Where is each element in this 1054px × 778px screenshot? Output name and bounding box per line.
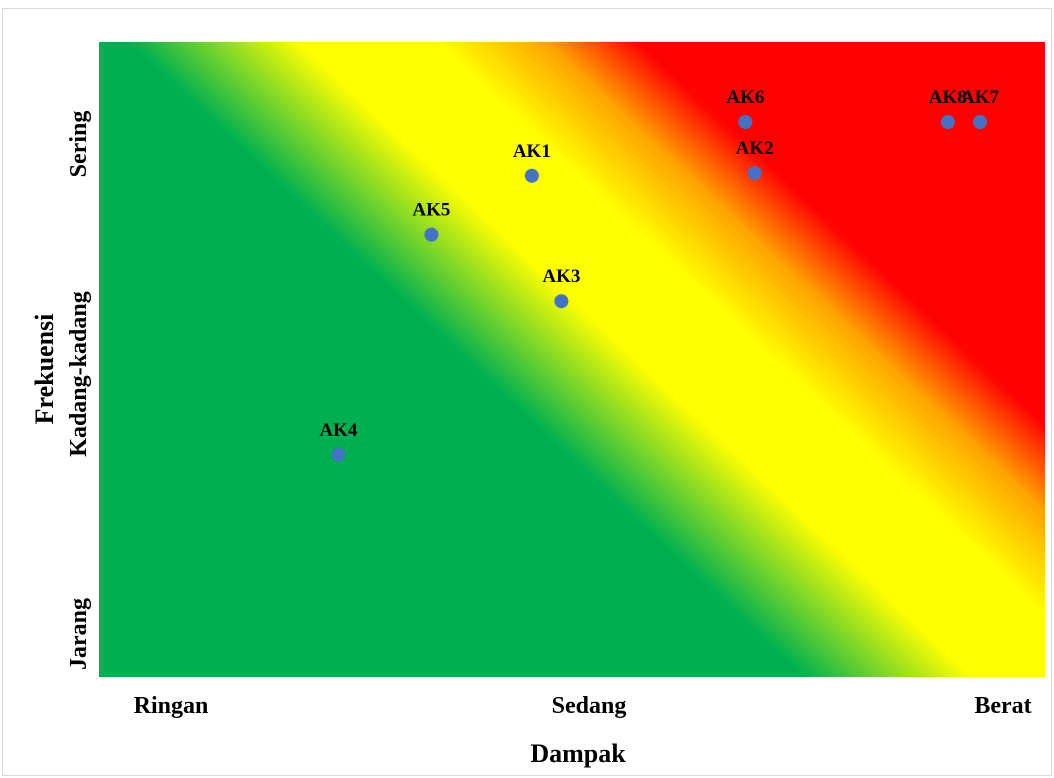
x-tick-label-berat: Berat: [974, 693, 1031, 719]
y-tick-label-sering: Sering: [66, 111, 92, 178]
data-label-ak3: AK3: [542, 266, 580, 287]
data-point-ak7: [973, 115, 987, 129]
x-tick-label-ringan: Ringan: [134, 693, 209, 719]
data-label-ak8: AK8: [929, 87, 967, 108]
y-tick-label-jarang: Jarang: [66, 598, 92, 670]
plot-area: [99, 42, 1045, 677]
y-axis-title: Frekuensi: [30, 314, 59, 425]
data-point-ak1: [524, 168, 539, 183]
data-point-ak8: [940, 115, 955, 129]
chart-frame: AK1 AK2 AK3 AK4 AK5 AK6 AK8 AK7 Ringan Sedang B…: [2, 8, 1052, 776]
data-label-ak1: AK1: [513, 141, 551, 162]
x-axis-title: Dampak: [530, 739, 626, 768]
data-label-ak2: AK2: [736, 138, 774, 159]
data-point-ak6: [738, 115, 753, 129]
y-tick-label-kadang-kadang: Kadang-kadang: [66, 291, 92, 456]
data-label-ak5: AK5: [412, 200, 450, 221]
data-point-ak2: [747, 166, 762, 181]
data-label-ak6: AK6: [726, 87, 764, 108]
data-point-ak3: [554, 294, 569, 309]
data-label-ak4: AK4: [319, 420, 358, 441]
x-tick-label-sedang: Sedang: [552, 693, 627, 719]
data-point-ak5: [424, 227, 439, 242]
data-label-ak7: AK7: [961, 87, 1000, 108]
data-point-ak4: [331, 447, 346, 462]
